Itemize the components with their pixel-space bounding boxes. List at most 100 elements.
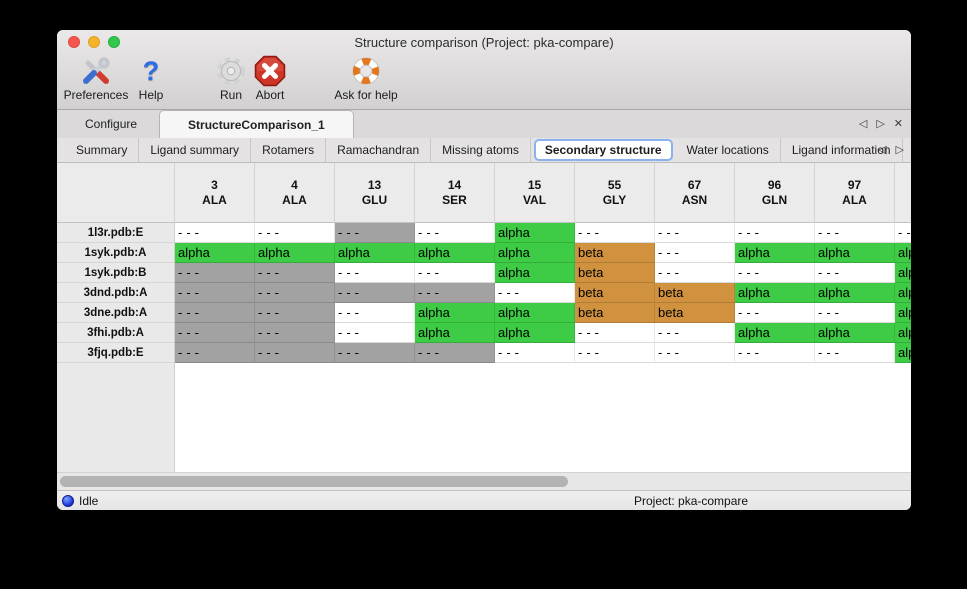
- tab-close-icon[interactable]: ✕: [893, 117, 903, 130]
- table-cell[interactable]: ---: [335, 263, 415, 283]
- table-cell[interactable]: ---: [735, 343, 815, 363]
- tab-scroll-left-icon[interactable]: ◁: [858, 117, 868, 130]
- table-cell[interactable]: ---: [815, 223, 895, 243]
- table-cell[interactable]: ---: [175, 303, 255, 323]
- abort-button[interactable]: Abort: [247, 54, 293, 102]
- table-cell[interactable]: ---: [575, 343, 655, 363]
- table-cell[interactable]: ---: [335, 343, 415, 363]
- table-cell[interactable]: ---: [735, 263, 815, 283]
- help-button[interactable]: ? Help: [130, 54, 172, 102]
- table-cell[interactable]: ---: [335, 223, 415, 243]
- table-cell[interactable]: alpha: [495, 323, 575, 343]
- table-cell[interactable]: alpha: [895, 303, 911, 323]
- column-header[interactable]: 15 VAL: [495, 163, 575, 223]
- row-label[interactable]: 1syk.pdb:B: [57, 263, 175, 283]
- table-cell[interactable]: alpha: [735, 323, 815, 343]
- table-cell[interactable]: alpha: [495, 263, 575, 283]
- table-cell[interactable]: alpha: [815, 283, 895, 303]
- table-cell[interactable]: beta: [575, 243, 655, 263]
- table-cell[interactable]: alpha: [735, 243, 815, 263]
- table-cell[interactable]: alpha: [495, 223, 575, 243]
- table-cell[interactable]: alpha: [815, 323, 895, 343]
- table-cell[interactable]: alpha: [495, 303, 575, 323]
- table-cell[interactable]: alpha: [415, 303, 495, 323]
- column-header[interactable]: [895, 163, 911, 223]
- row-label[interactable]: 3fjq.pdb:E: [57, 343, 175, 363]
- column-header[interactable]: 97 ALA: [815, 163, 895, 223]
- table-cell[interactable]: ---: [255, 303, 335, 323]
- table-cell[interactable]: ---: [175, 283, 255, 303]
- table-cell[interactable]: ---: [495, 343, 575, 363]
- table-cell[interactable]: alpha: [415, 323, 495, 343]
- table-cell[interactable]: alpha: [735, 283, 815, 303]
- table-cell[interactable]: ---: [175, 223, 255, 243]
- report-tab-summary[interactable]: Summary: [65, 138, 140, 162]
- table-cell[interactable]: beta: [575, 303, 655, 323]
- table-cell[interactable]: ---: [735, 303, 815, 323]
- column-header[interactable]: 13 GLU: [335, 163, 415, 223]
- report-tab-ligand-information[interactable]: Ligand information: [781, 138, 903, 162]
- tab-structurecomparison-1[interactable]: StructureComparison_1: [159, 110, 354, 138]
- table-cell[interactable]: ---: [815, 343, 895, 363]
- table-cell[interactable]: ---: [815, 263, 895, 283]
- table-cell[interactable]: alpha: [895, 323, 911, 343]
- row-label[interactable]: 1syk.pdb:A: [57, 243, 175, 263]
- row-label[interactable]: 3fhi.pdb:A: [57, 323, 175, 343]
- table-cell[interactable]: ---: [175, 323, 255, 343]
- table-cell[interactable]: ---: [655, 343, 735, 363]
- report-tab-ligand-summary[interactable]: Ligand summary: [139, 138, 252, 162]
- table-cell[interactable]: ---: [735, 223, 815, 243]
- table-cell[interactable]: ---: [655, 223, 735, 243]
- table-cell[interactable]: beta: [655, 283, 735, 303]
- column-header[interactable]: 67 ASN: [655, 163, 735, 223]
- table-cell[interactable]: ---: [255, 223, 335, 243]
- tab-scroll-right-icon[interactable]: ▷: [876, 117, 885, 130]
- table-cell[interactable]: ---: [655, 243, 735, 263]
- table-cell[interactable]: ---: [895, 223, 911, 243]
- minimize-window-button[interactable]: [88, 36, 100, 48]
- column-header[interactable]: 96 GLN: [735, 163, 815, 223]
- table-cell[interactable]: alpha: [815, 243, 895, 263]
- ask-for-help-button[interactable]: Ask for help: [334, 54, 398, 102]
- table-cell[interactable]: alpha: [895, 283, 911, 303]
- subtab-scroll-left-icon[interactable]: ◁: [878, 143, 887, 156]
- report-tab-ramachandran[interactable]: Ramachandran: [326, 138, 432, 162]
- table-cell[interactable]: ---: [575, 223, 655, 243]
- table-cell[interactable]: ---: [175, 343, 255, 363]
- zoom-window-button[interactable]: [108, 36, 120, 48]
- table-cell[interactable]: ---: [335, 283, 415, 303]
- table-cell[interactable]: alpha: [495, 243, 575, 263]
- table-cell[interactable]: ---: [335, 303, 415, 323]
- table-cell[interactable]: alpha: [335, 243, 415, 263]
- column-header[interactable]: 55 GLY: [575, 163, 655, 223]
- table-cell[interactable]: ---: [815, 303, 895, 323]
- run-button[interactable]: Run: [207, 54, 255, 102]
- table-cell[interactable]: ---: [415, 223, 495, 243]
- table-cell[interactable]: ---: [415, 343, 495, 363]
- column-header[interactable]: 14 SER: [415, 163, 495, 223]
- table-cell[interactable]: alpha: [895, 263, 911, 283]
- close-window-button[interactable]: [68, 36, 80, 48]
- table-cell[interactable]: ---: [335, 323, 415, 343]
- report-tab-missing-atoms[interactable]: Missing atoms: [431, 138, 531, 162]
- table-cell[interactable]: beta: [575, 263, 655, 283]
- column-header[interactable]: 3 ALA: [175, 163, 255, 223]
- row-label[interactable]: 3dne.pdb:A: [57, 303, 175, 323]
- table-cell[interactable]: ---: [255, 263, 335, 283]
- table-cell[interactable]: beta: [655, 303, 735, 323]
- table-cell[interactable]: beta: [575, 283, 655, 303]
- table-cell[interactable]: ---: [255, 343, 335, 363]
- table-cell[interactable]: ---: [655, 263, 735, 283]
- table-cell[interactable]: ---: [575, 323, 655, 343]
- column-header[interactable]: 4 ALA: [255, 163, 335, 223]
- table-cell[interactable]: alpha: [255, 243, 335, 263]
- table-cell[interactable]: ---: [655, 323, 735, 343]
- table-cell[interactable]: ---: [175, 263, 255, 283]
- report-tab-water-locations[interactable]: Water locations: [676, 138, 781, 162]
- horizontal-scrollbar-thumb[interactable]: [60, 476, 568, 487]
- table-cell[interactable]: alpha: [895, 343, 911, 363]
- table-cell[interactable]: alpha: [175, 243, 255, 263]
- preferences-button[interactable]: Preferences: [63, 54, 129, 102]
- row-label[interactable]: 1l3r.pdb:E: [57, 223, 175, 243]
- table-cell[interactable]: ---: [255, 323, 335, 343]
